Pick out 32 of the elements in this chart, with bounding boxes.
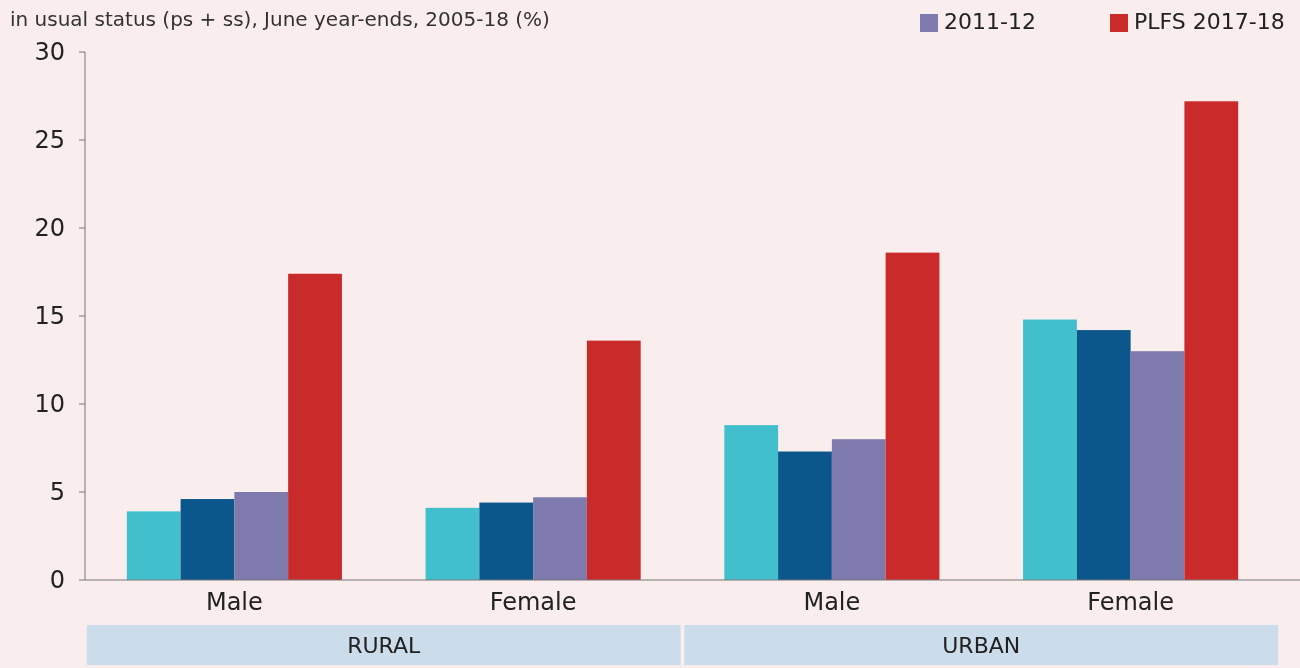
legend-label: PLFS 2017-18 bbox=[1134, 9, 1285, 34]
bar bbox=[885, 252, 940, 580]
x-tick-label: Male bbox=[803, 588, 861, 616]
bar bbox=[586, 340, 641, 580]
bar bbox=[1130, 351, 1185, 580]
text: URBAN bbox=[942, 633, 1021, 658]
text: RURAL bbox=[347, 633, 422, 658]
bar bbox=[1076, 330, 1131, 580]
bar bbox=[1023, 319, 1077, 580]
bar bbox=[180, 499, 235, 580]
x-tick-label: Female bbox=[489, 588, 577, 616]
y-tick-label: 10 bbox=[34, 390, 65, 419]
bar bbox=[126, 511, 181, 580]
bar bbox=[1184, 101, 1239, 580]
y-tick-label: 15 bbox=[34, 302, 65, 331]
bar bbox=[234, 492, 289, 580]
bar bbox=[425, 507, 480, 580]
y-tick-label: 0 bbox=[49, 566, 65, 595]
y-tick-label: 30 bbox=[34, 38, 65, 67]
bar bbox=[778, 451, 832, 580]
x-tick-label: Male bbox=[205, 588, 263, 616]
bar bbox=[288, 273, 342, 580]
y-tick-label: 20 bbox=[34, 214, 65, 243]
x-tick-label: Female bbox=[1087, 588, 1175, 616]
bar bbox=[479, 502, 534, 580]
y-tick-label: 5 bbox=[49, 478, 65, 507]
bar bbox=[724, 425, 779, 580]
bar bbox=[831, 439, 886, 580]
y-tick-label: 25 bbox=[34, 126, 65, 155]
bar bbox=[533, 497, 587, 580]
legend-label: 2011-12 bbox=[944, 9, 1036, 34]
chart-subtitle: in usual status (ps + ss), June year-ends, 2005-18 (%) bbox=[10, 7, 550, 31]
